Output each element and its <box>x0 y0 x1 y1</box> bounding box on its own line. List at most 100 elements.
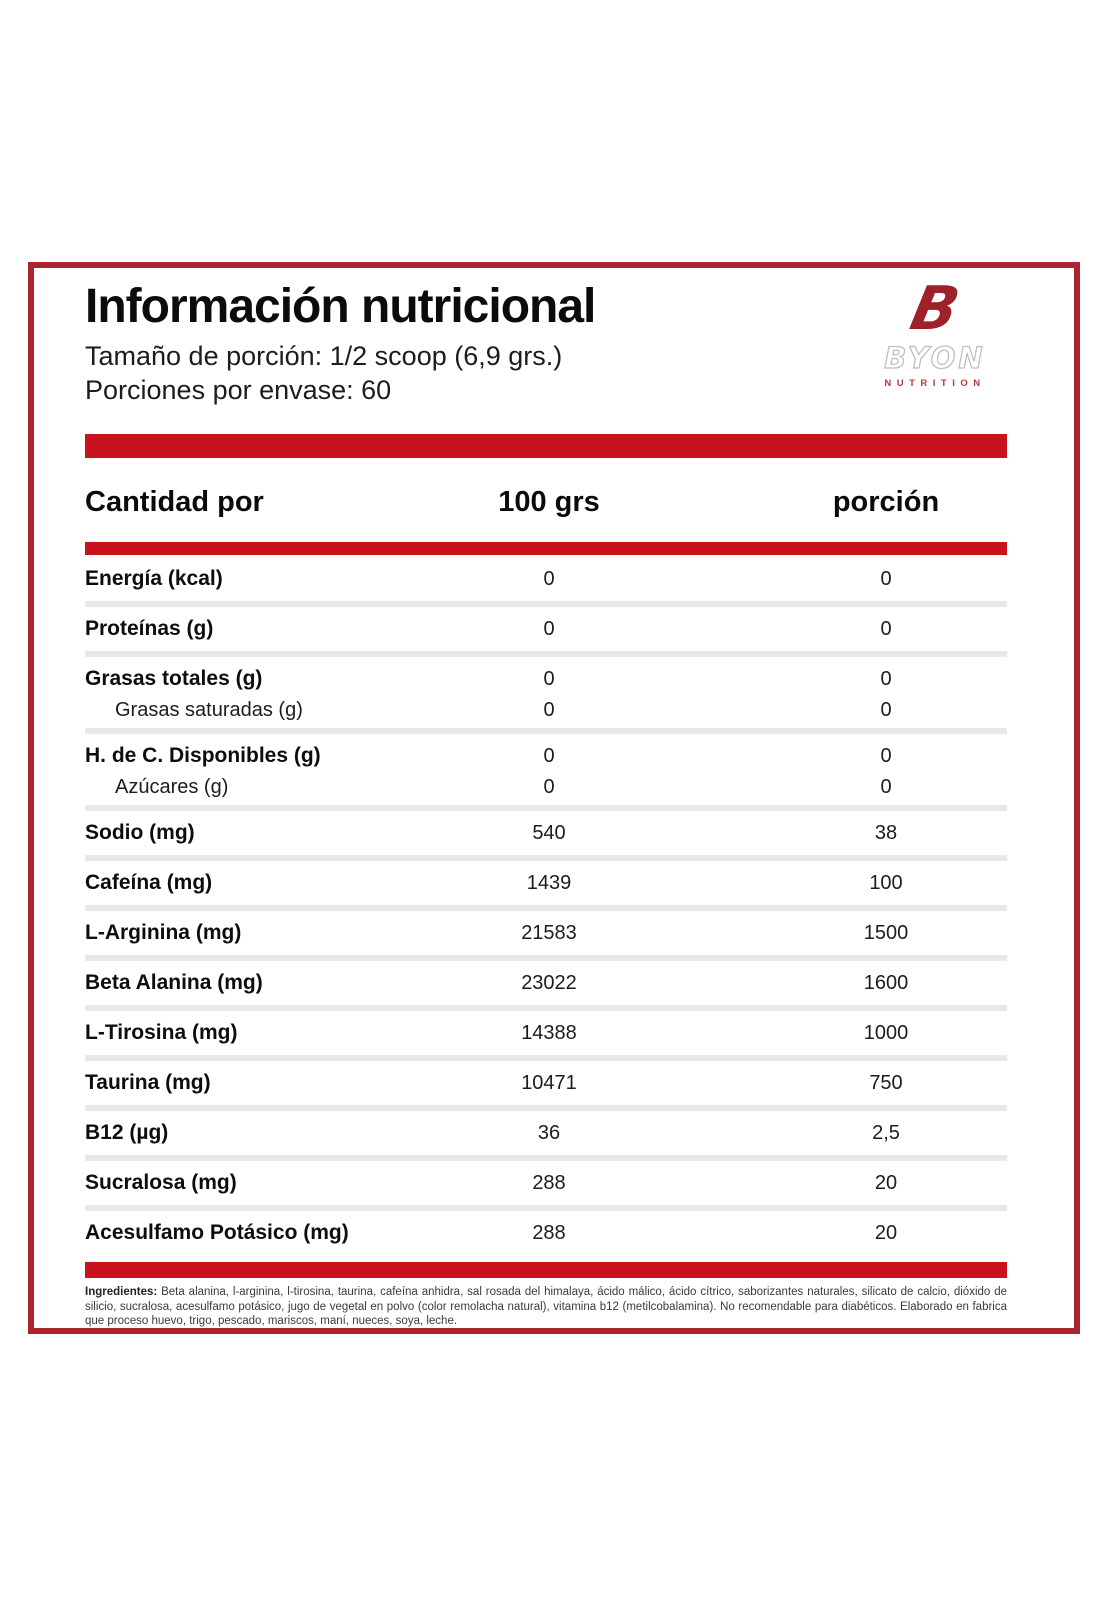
table-row-main-line: Taurina (mg) 10471 750 <box>85 1061 1007 1105</box>
row-value-porcion: 38 <box>874 822 898 844</box>
row-separator <box>85 601 1007 607</box>
table-row: H. de C. Disponibles (g) 0 0 Azúcares (g… <box>85 734 1007 805</box>
row-value-porcion: 0 <box>880 618 892 640</box>
row-label: Sodio (mg) <box>85 821 195 844</box>
nutrition-label: Información nutricional Tamaño de porció… <box>28 262 1080 1334</box>
row-sub-label: Grasas saturadas (g) <box>115 699 303 721</box>
row-value-porcion: 1600 <box>863 972 909 994</box>
row-sub-value-100grs: 0 <box>543 776 555 798</box>
table-row: Grasas totales (g) 0 0 Grasas saturadas … <box>85 657 1007 728</box>
row-value-porcion: 0 <box>880 568 892 590</box>
table-row-main-line: Sucralosa (mg) 288 20 <box>85 1161 1007 1205</box>
table-row-main-line: B12 (µg) 36 2,5 <box>85 1111 1007 1155</box>
row-value-100grs: 21583 <box>521 922 577 944</box>
row-separator <box>85 1005 1007 1011</box>
row-separator <box>85 1105 1007 1111</box>
row-value-100grs: 0 <box>543 618 555 640</box>
row-value-porcion: 20 <box>874 1222 898 1244</box>
row-label: Taurina (mg) <box>85 1071 211 1094</box>
table-row-main-line: L-Arginina (mg) 21583 1500 <box>85 911 1007 955</box>
table-row-main-line: Proteínas (g) 0 0 <box>85 607 1007 651</box>
row-value-100grs: 0 <box>543 668 555 690</box>
nutrition-rows: Energía (kcal) 0 0 Proteínas (g) 0 0 Gra… <box>85 557 1007 1255</box>
row-value-porcion: 100 <box>869 872 903 894</box>
label-header: Información nutricional Tamaño de porció… <box>85 280 596 407</box>
header-divider-bar <box>85 434 1007 458</box>
table-row-sub-line: Azúcares (g) 0 0 <box>85 772 1007 805</box>
page-title: Información nutricional <box>85 280 596 333</box>
row-separator <box>85 955 1007 961</box>
row-value-100grs: 10471 <box>521 1072 577 1094</box>
table-row-sub-line: Grasas saturadas (g) 0 0 <box>85 695 1007 728</box>
table-row: Beta Alanina (mg) 23022 1600 <box>85 961 1007 1005</box>
table-row: Proteínas (g) 0 0 <box>85 607 1007 651</box>
table-row-main-line: Beta Alanina (mg) 23022 1600 <box>85 961 1007 1005</box>
table-row: L-Arginina (mg) 21583 1500 <box>85 911 1007 955</box>
row-label: H. de C. Disponibles (g) <box>85 744 321 767</box>
row-value-porcion: 750 <box>869 1072 903 1094</box>
row-label: Grasas totales (g) <box>85 667 263 690</box>
row-value-100grs: 36 <box>537 1122 561 1144</box>
column-header-cantidad-por: Cantidad por <box>85 486 264 518</box>
ingredients-body-text: Beta alanina, l-arginina, l-tirosina, ta… <box>85 1286 1007 1327</box>
byon-logo: B BYON NUTRITION <box>860 274 1010 389</box>
row-sub-label: Azúcares (g) <box>115 776 229 798</box>
table-row-main-line: Cafeína (mg) 1439 100 <box>85 861 1007 905</box>
row-value-100grs: 540 <box>532 822 566 844</box>
row-label: Sucralosa (mg) <box>85 1171 237 1194</box>
row-separator <box>85 855 1007 861</box>
row-label: Beta Alanina (mg) <box>85 971 263 994</box>
row-value-100grs: 0 <box>543 745 555 767</box>
row-sub-value-porcion: 0 <box>880 699 892 721</box>
row-value-porcion: 0 <box>880 668 892 690</box>
row-label: L-Arginina (mg) <box>85 921 242 944</box>
table-row-main-line: Grasas totales (g) 0 0 <box>85 657 1007 695</box>
table-header-underline-bar <box>85 542 1007 555</box>
column-header-100grs: 100 grs <box>498 486 600 518</box>
table-row-main-line: Energía (kcal) 0 0 <box>85 557 1007 601</box>
row-value-porcion: 20 <box>874 1172 898 1194</box>
row-separator <box>85 805 1007 811</box>
ingredients-divider-bar <box>85 1262 1007 1278</box>
row-value-100grs: 1439 <box>526 872 572 894</box>
column-header-porcion: porción <box>832 486 940 518</box>
table-row: B12 (µg) 36 2,5 <box>85 1111 1007 1155</box>
row-value-porcion: 0 <box>880 745 892 767</box>
ingredients-paragraph: Ingredientes: Beta alanina, l-arginina, … <box>85 1285 1007 1329</box>
row-value-100grs: 23022 <box>521 972 577 994</box>
row-value-porcion: 1500 <box>863 922 909 944</box>
table-row-main-line: Acesulfamo Potásico (mg) 288 20 <box>85 1211 1007 1255</box>
ingredients-label: Ingredientes: <box>85 1286 158 1298</box>
row-sub-value-100grs: 0 <box>543 699 555 721</box>
row-value-100grs: 0 <box>543 568 555 590</box>
table-row: L-Tirosina (mg) 14388 1000 <box>85 1011 1007 1055</box>
table-row: Acesulfamo Potásico (mg) 288 20 <box>85 1211 1007 1255</box>
table-header-row: Cantidad por 100 grs porción <box>85 480 1007 524</box>
serving-size-text: Tamaño de porción: 1/2 scoop (6,9 grs.) <box>85 340 563 371</box>
table-row: Sodio (mg) 540 38 <box>85 811 1007 855</box>
byon-nutrition-subtext: NUTRITION <box>884 377 986 389</box>
row-value-porcion: 2,5 <box>872 1122 900 1144</box>
row-label: Cafeína (mg) <box>85 871 213 894</box>
table-row: Sucralosa (mg) 288 20 <box>85 1161 1007 1205</box>
row-separator <box>85 1155 1007 1161</box>
row-separator <box>85 651 1007 657</box>
table-row-main-line: Sodio (mg) 540 38 <box>85 811 1007 855</box>
row-value-porcion: 1000 <box>863 1022 909 1044</box>
row-separator <box>85 1205 1007 1211</box>
byon-b-icon: B <box>904 274 966 344</box>
row-value-100grs: 288 <box>532 1222 566 1244</box>
row-sub-value-porcion: 0 <box>880 776 892 798</box>
table-row-main-line: L-Tirosina (mg) 14388 1000 <box>85 1011 1007 1055</box>
row-separator <box>85 728 1007 734</box>
byon-wordmark: BYON <box>884 341 986 375</box>
table-row: Cafeína (mg) 1439 100 <box>85 861 1007 905</box>
servings-per-container-text: Porciones por envase: 60 <box>85 375 392 406</box>
table-row-main-line: H. de C. Disponibles (g) 0 0 <box>85 734 1007 772</box>
row-label: Acesulfamo Potásico (mg) <box>85 1221 349 1244</box>
row-separator <box>85 905 1007 911</box>
row-value-100grs: 288 <box>532 1172 566 1194</box>
table-row: Energía (kcal) 0 0 <box>85 557 1007 601</box>
row-value-100grs: 14388 <box>521 1022 577 1044</box>
